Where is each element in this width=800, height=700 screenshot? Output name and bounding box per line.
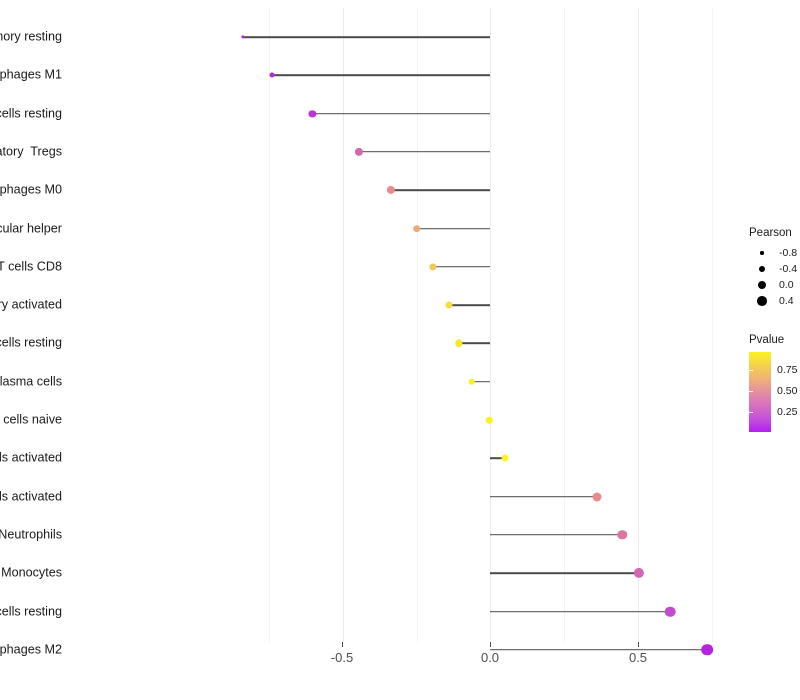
y-axis-label: Dendritic cells resting [0,106,62,121]
size-legend-title: Pearson [749,227,792,239]
y-axis-label: Plasma cells [0,374,62,389]
y-axis-label: Dendritic cells activated [0,451,62,465]
y-axis-label: T cells regulatory Tregs [0,144,62,159]
colorbar-tick [780,370,786,371]
size-legend-item: -0.8 [749,245,797,261]
lollipop-point[interactable] [501,454,509,462]
y-axis-label: Macrophages M0 [0,182,62,197]
lollipop-point[interactable] [468,378,475,385]
lollipop-stem [416,227,490,230]
size-legend-dot [749,251,775,255]
colorbar-tick-label: 0.75 [777,364,798,376]
gridline-minor [564,8,565,642]
lollipop-point[interactable] [269,72,275,78]
colorbar-tick [748,411,753,413]
colorbar-tick-label: 0.25 [777,405,798,418]
lollipop-stem [432,266,490,268]
lollipop-point[interactable] [633,568,644,579]
colorbar-tick-label: 0.50 [777,384,798,397]
gridline-major-pos05 [638,8,639,642]
colorbar-tick [748,370,753,371]
color-legend-title: Pvalue [749,334,785,346]
y-axis-label: T cells follicular helper [0,221,62,236]
size-legend-item: 0.4 [749,293,797,309]
x-axis-tick [342,642,343,647]
colorbar-tick [780,390,786,392]
y-axis-label: T cells CD4 memory resting [0,29,62,44]
lollipop-stem [490,649,707,651]
lollipop-point[interactable] [485,416,493,424]
lollipop-stem [490,495,598,498]
size-legend-label: 0.0 [779,279,794,291]
lollipop-point[interactable] [386,186,395,195]
lollipop-stem [490,457,505,460]
y-axis-label: T cells CD8 [0,259,62,274]
lollipop-stem [471,380,490,383]
colorbar-tick [780,411,786,413]
size-legend-dot [749,280,775,290]
size-legend-label: 0.4 [779,295,794,307]
lollipop-point[interactable] [308,110,316,118]
lollipop-point[interactable] [664,606,676,617]
size-legend-dot [749,296,775,306]
size-legend: Pearson -0.8 -0.4 0.0 0.4 [749,227,797,309]
gridline-major-neg05 [343,8,344,642]
y-axis-label: Macrophages M1 [0,68,62,82]
lollipop-stem [490,610,670,613]
colorbar [748,352,786,432]
size-legend-label: -0.8 [779,247,798,259]
lollipop-stem [358,151,490,153]
lollipop-point[interactable] [429,263,437,271]
lollipop-stem [458,342,490,345]
color-legend: Pvalue 0.75 0.50 0.25 [748,334,797,432]
y-axis-label: NK cells resting [0,336,62,351]
plot-panel [228,8,728,656]
size-legend-items: -0.8 -0.4 0.0 0.4 [749,245,797,309]
lollipop-point[interactable] [592,492,602,502]
lollipop-stem [490,534,623,536]
y-axis-label: B cells naive [3,412,62,427]
x-axis-tick [638,642,639,647]
lollipop-point[interactable] [701,644,713,656]
lollipop-stem [243,36,490,38]
y-axis-label: NK cells activated [0,489,62,504]
y-axis-label: Mast cells resting [0,604,62,619]
lollipop-point[interactable] [445,301,453,309]
colorbar-tick [748,390,753,392]
x-axis-tick-label: 0.0 [480,650,500,665]
lollipop-stem [272,74,490,77]
gridline-minor [269,8,270,642]
y-axis-label: Neutrophils [0,527,62,542]
size-legend-item: 0.0 [749,277,797,293]
lollipop-stem [490,572,639,574]
lollipop-point[interactable] [241,35,245,39]
lollipop-point[interactable] [354,147,363,156]
gridline-major-zero [490,8,491,642]
lollipop-stem [312,112,490,115]
x-axis-tick-label: -0.5 [330,650,354,665]
lollipop-point[interactable] [413,224,421,233]
colorbar-wrap: 0.75 0.50 0.25 [748,352,797,432]
size-legend-dot [749,265,775,273]
size-legend-label: -0.4 [779,263,798,275]
x-axis-tick-label: 0.5 [628,650,648,665]
y-axis-label: Monocytes [1,565,62,580]
size-legend-item: -0.4 [749,261,797,277]
y-axis-label: T cells CD4 memory activated [0,297,62,312]
lollipop-stem [448,304,490,306]
gridline-minor [417,8,418,642]
y-axis-label: Macrophages M2 [0,642,62,657]
lollipop-point[interactable] [455,339,463,348]
gridline-minor [712,8,713,642]
x-axis-tick [490,642,491,647]
lollipop-point[interactable] [617,530,627,540]
lollipop-stem [390,189,490,191]
